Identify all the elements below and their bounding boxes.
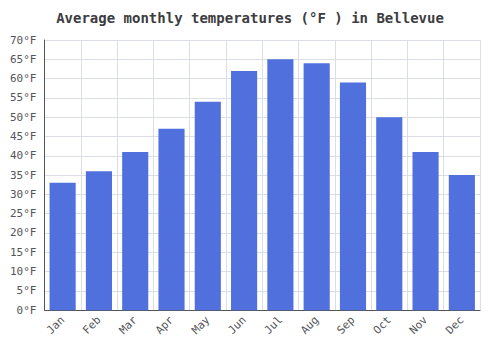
svg-text:May: May [189, 313, 212, 336]
svg-text:Mar: Mar [117, 313, 140, 336]
svg-text:50°F: 50°F [10, 111, 37, 124]
svg-text:Jul: Jul [262, 314, 285, 337]
svg-text:70°F: 70°F [10, 34, 37, 47]
svg-text:65°F: 65°F [10, 53, 37, 66]
svg-text:Oct: Oct [371, 314, 394, 337]
svg-text:Aug: Aug [298, 314, 321, 337]
svg-text:35°F: 35°F [10, 169, 37, 182]
svg-text:Jun: Jun [225, 314, 248, 337]
svg-text:40°F: 40°F [10, 149, 37, 162]
svg-text:Jan: Jan [44, 314, 67, 337]
svg-text:Dec: Dec [443, 314, 466, 337]
svg-text:Feb: Feb [80, 314, 103, 337]
svg-text:5°F: 5°F [17, 284, 37, 297]
svg-text:0°F: 0°F [17, 304, 37, 317]
svg-text:20°F: 20°F [10, 226, 37, 239]
svg-text:30°F: 30°F [10, 188, 37, 201]
svg-text:55°F: 55°F [10, 91, 37, 104]
svg-text:25°F: 25°F [10, 207, 37, 220]
svg-text:Nov: Nov [407, 313, 430, 336]
svg-text:10°F: 10°F [10, 265, 37, 278]
svg-text:60°F: 60°F [10, 72, 37, 85]
svg-text:15°F: 15°F [10, 246, 37, 259]
svg-text:45°F: 45°F [10, 130, 37, 143]
svg-text:Sep: Sep [334, 314, 357, 337]
svg-text:Average monthly temperatures (: Average monthly temperatures (°F ) in Be… [56, 10, 444, 26]
svg-text:Apr: Apr [153, 313, 176, 336]
